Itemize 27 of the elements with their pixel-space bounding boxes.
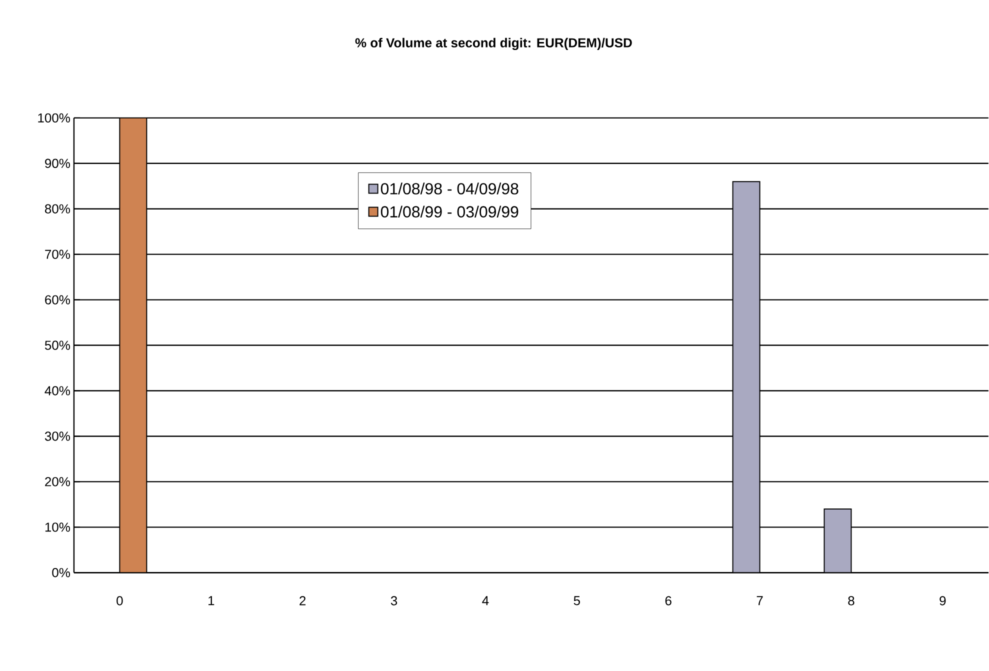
y-tick-label: 20% <box>45 477 70 486</box>
x-tick-label: 3 <box>390 596 398 606</box>
x-tick-label: 5 <box>574 596 580 606</box>
y-tick-label: 50% <box>44 340 70 350</box>
y-tick-label: 40% <box>44 386 70 396</box>
bar <box>732 181 760 573</box>
x-tick-label: 6 <box>665 596 672 606</box>
y-tick-label: 100% <box>38 114 70 123</box>
y-tick-label: 70% <box>45 250 70 260</box>
bar <box>824 508 852 573</box>
x-tick-label: 7 <box>756 596 763 606</box>
x-tick-label: 8 <box>848 596 854 606</box>
x-tick-label: 2 <box>300 596 306 606</box>
y-tick-label: 80% <box>44 204 70 214</box>
legend-label: 01/08/99 - 03/09/99 <box>380 206 518 218</box>
legend-label: 01/08/98 - 04/09/98 <box>380 182 518 195</box>
x-tick-label: 0 <box>116 596 123 606</box>
bar <box>119 118 148 573</box>
y-tick-label: 90% <box>45 158 70 168</box>
y-tick-label: 0% <box>52 568 70 578</box>
y-tick-label: 30% <box>44 432 70 442</box>
y-tick-label: 60% <box>45 295 70 305</box>
y-tick-label: 10% <box>45 522 70 532</box>
chart-title: % of Volume at second digit: EUR(DEM)/USD <box>355 38 632 50</box>
x-tick-label: 4 <box>482 596 489 606</box>
x-tick-label: 9 <box>940 596 946 606</box>
x-tick-label: 1 <box>208 596 214 606</box>
